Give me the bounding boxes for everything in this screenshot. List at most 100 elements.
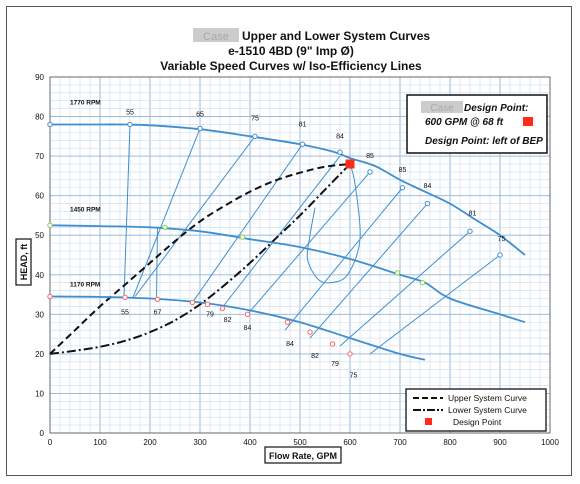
curve-marker [419, 279, 426, 286]
legend: Upper System Curve Lower System Curve De… [405, 388, 547, 432]
design-point-box: Case Design Point: 600 GPM @ 68 ft Desig… [406, 94, 548, 154]
pump-curve-chart: 0 100 200 300 400 500 600 700 800 900 1000 0 10 20 30 4… [15, 28, 559, 464]
iso-efficiency-line [369, 254, 501, 355]
curve-markers [47, 121, 503, 357]
curve-marker [299, 141, 306, 147]
curve-marker [162, 224, 168, 231]
curve-marker [127, 121, 133, 128]
efficiency-label: 84 [336, 133, 344, 140]
efficiency-label-lower: 84 [244, 325, 252, 332]
efficiency-labels: 55 65 75 81 84 85 85 84 81 75 55 67 79 82 84 84 82 79 75 [121, 110, 505, 380]
curve-marker [219, 305, 226, 312]
iso-efficiency-line [309, 203, 428, 339]
x-tick-label: 800 [443, 438, 457, 447]
pump-curve-1450-rpm [49, 224, 526, 324]
x-axis-label: Flow Rate, GPM [269, 451, 337, 461]
curve-marker [394, 270, 401, 276]
pump-curve-label: 1170 RPM [70, 282, 100, 289]
efficiency-label: 81 [299, 121, 307, 128]
curve-marker [47, 222, 53, 229]
efficiency-label-lower: 55 [121, 309, 129, 316]
iso-efficiency-line [123, 124, 131, 297]
x-axis-title: Flow Rate, GPM [264, 446, 342, 464]
efficiency-label-lower: 82 [311, 353, 319, 360]
curve-marker [497, 252, 503, 258]
y-tick-label: 80 [35, 113, 44, 122]
efficiency-label: 55 [126, 110, 134, 117]
legend-label-upper: Upper System Curve [448, 393, 527, 403]
iso-efficiency-lines [123, 124, 501, 355]
efficiency-label: 75 [251, 116, 259, 123]
grid [49, 76, 551, 434]
design-box-marker [523, 117, 533, 126]
curve-marker [204, 301, 211, 308]
iso-efficiency-line [156, 227, 158, 299]
pump-curves: 1770 RPM 1450 RPM 1170 RPM [49, 100, 526, 361]
x-tick-label: 0 [48, 438, 53, 447]
iso-efficiency-line [284, 187, 403, 331]
curve-marker [47, 293, 53, 300]
x-tick-label: 600 [343, 438, 357, 447]
axes: 0 100 200 300 400 500 600 700 800 900 1000 0 10 20 30 4… [35, 73, 559, 447]
efficiency-label-lower: 75 [350, 373, 358, 380]
x-tick-label: 400 [243, 438, 257, 447]
x-tick-label: 900 [493, 438, 507, 447]
efficiency-label: 65 [196, 112, 204, 119]
design-point-marker [345, 159, 355, 169]
y-tick-label: 20 [35, 350, 44, 359]
chart-frame: 0 100 200 300 400 500 600 700 800 900 1000 0 10 20 30 4… [6, 6, 572, 476]
curve-marker [424, 200, 431, 207]
x-tick-label: 300 [193, 438, 207, 447]
title-redacted-word: Case [203, 31, 229, 43]
curve-marker [307, 329, 313, 335]
y-axis-label: HEAD, ft [19, 244, 29, 281]
efficiency-label: 81 [469, 210, 477, 217]
legend-marker-design [425, 418, 432, 425]
efficiency-label: 75 [498, 236, 506, 243]
curve-marker [337, 149, 343, 155]
y-axis-title: HEAD, ft [15, 238, 32, 286]
curve-marker [347, 351, 353, 357]
efficiency-label-lower: 84 [286, 341, 294, 348]
efficiency-label-lower: 82 [224, 317, 232, 324]
design-box-redaction [421, 101, 463, 113]
x-tick-label: 700 [393, 438, 407, 447]
iso-efficiency-line [192, 143, 303, 303]
curve-marker [367, 169, 373, 175]
y-tick-label: 40 [35, 271, 44, 280]
curve-marker [239, 234, 246, 240]
plot-border [49, 76, 551, 434]
pump-curve-label: 1450 RPM [70, 206, 101, 213]
y-tick-label: 60 [35, 192, 44, 201]
y-tick-label: 10 [35, 389, 44, 398]
curve-marker [154, 296, 161, 303]
efficiency-label: 85 [399, 167, 407, 174]
title-line-1: Upper and Lower System Curves [242, 29, 430, 43]
y-tick-label: 50 [35, 231, 44, 240]
chart-title: Case Upper and Lower System Curves e-151… [160, 28, 430, 73]
legend-label-design: Design Point [453, 417, 502, 427]
y-tick-label: 0 [40, 429, 45, 438]
legend-label-lower: Lower System Curve [448, 405, 527, 415]
efficiency-label-lower: 79 [331, 361, 339, 368]
iso-efficiency-line [132, 128, 201, 299]
efficiency-label-lower: 67 [154, 309, 162, 316]
efficiency-label: 84 [424, 183, 432, 190]
design-box-line-1: Design Point: [464, 103, 528, 114]
bep-contour [306, 163, 361, 284]
curve-marker [284, 319, 291, 325]
curve-marker [244, 311, 251, 318]
efficiency-label-lower: 79 [206, 311, 214, 318]
x-tick-label: 200 [143, 438, 157, 447]
title-line-2: e-1510 4BD (9" Imp Ø) [228, 44, 354, 58]
y-tick-label: 90 [35, 73, 44, 82]
curve-marker [252, 133, 258, 140]
title-line-3: Variable Speed Curves w/ Iso-Efficiency … [160, 59, 422, 73]
design-box-line-3: Design Point: left of BEP [425, 136, 543, 147]
pump-curve-1170-rpm [49, 295, 426, 361]
curve-marker [329, 341, 336, 347]
curve-marker [122, 294, 128, 301]
efficiency-label: 85 [366, 153, 374, 160]
iso-efficiency-line [134, 136, 256, 297]
design-box-redacted-word: Case [430, 103, 454, 114]
